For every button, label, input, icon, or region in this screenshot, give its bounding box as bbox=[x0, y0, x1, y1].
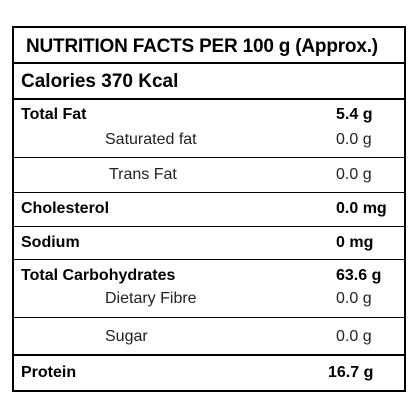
calories-label: Calories 370 Kcal bbox=[21, 71, 179, 92]
table-title: NUTRITION FACTS PER 100 g (Approx.) bbox=[26, 36, 378, 57]
row-name-saturated-fat: Saturated fat bbox=[105, 131, 197, 148]
row-value-cholesterol: 0.0 mg bbox=[336, 200, 387, 217]
row-value-protein: 16.7 g bbox=[328, 364, 374, 381]
row-name-total-carbohydrates: Total Carbohydrates bbox=[21, 267, 176, 284]
divider bbox=[14, 317, 404, 318]
row-value-saturated-fat: 0.0 g bbox=[336, 131, 372, 148]
divider bbox=[14, 354, 404, 356]
row-name-trans-fat: Trans Fat bbox=[109, 166, 177, 183]
row-value-dietary-fibre: 0.0 g bbox=[336, 290, 372, 307]
row-name-sugar: Sugar bbox=[105, 328, 148, 345]
divider bbox=[14, 98, 404, 100]
row-name-sodium: Sodium bbox=[21, 234, 80, 251]
row-value-trans-fat: 0.0 g bbox=[336, 166, 372, 183]
divider bbox=[14, 157, 404, 158]
row-value-sodium: 0 mg bbox=[336, 234, 374, 251]
row-name-dietary-fibre: Dietary Fibre bbox=[105, 290, 197, 307]
divider bbox=[14, 192, 404, 193]
divider bbox=[14, 62, 404, 64]
row-name-protein: Protein bbox=[21, 364, 77, 381]
divider bbox=[14, 226, 404, 227]
divider bbox=[14, 259, 404, 260]
row-value-total-carbohydrates: 63.6 g bbox=[336, 267, 382, 284]
row-name-cholesterol: Cholesterol bbox=[21, 200, 110, 217]
row-value-sugar: 0.0 g bbox=[336, 328, 372, 345]
row-value-total-fat: 5.4 g bbox=[336, 106, 373, 123]
nutrition-facts-table: NUTRITION FACTS PER 100 g (Approx.) Calo… bbox=[12, 26, 406, 392]
row-name-total-fat: Total Fat bbox=[21, 106, 87, 123]
